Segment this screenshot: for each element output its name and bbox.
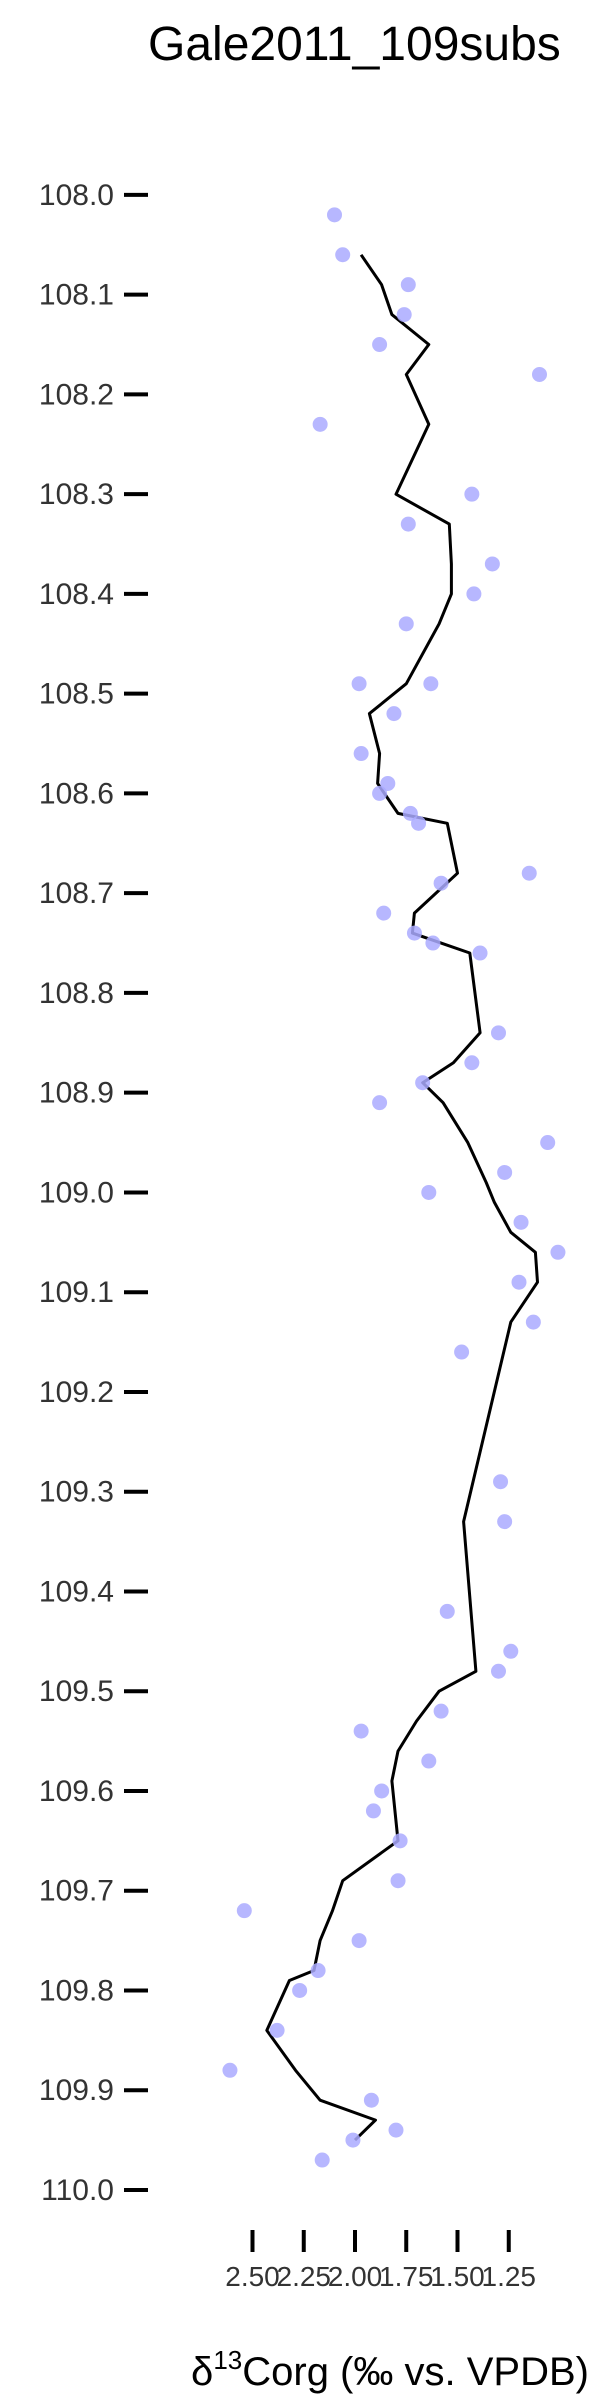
data-point [372,337,387,352]
y-tick-label: 108.8 [39,977,114,1010]
y-tick-label: 109.6 [39,1775,114,1808]
data-point [526,1315,541,1330]
y-tick-label: 108.2 [39,378,114,411]
data-point [354,746,369,761]
data-point [397,307,412,322]
data-point [434,1704,449,1719]
data-point [327,207,342,222]
data-point [345,2133,360,2148]
data-point [374,1783,389,1798]
data-point [550,1245,565,1260]
data-point [464,487,479,502]
data-point [292,1983,307,1998]
y-tick-label: 110.0 [41,2174,114,2207]
data-point [364,2093,379,2108]
series-points-group [222,207,565,2167]
y-tick-label: 108.3 [39,478,114,511]
x-axis: 2.502.252.001.751.501.25 [225,2230,536,2292]
data-point [352,676,367,691]
data-point [464,1055,479,1070]
data-point [440,1604,455,1619]
y-tick-label: 109.2 [39,1376,114,1409]
data-point [514,1215,529,1230]
data-point [493,1474,508,1489]
chart-title: Gale2011_109subs [148,18,561,71]
data-point [372,786,387,801]
x-tick-label: 2.00 [328,2261,383,2292]
data-point [425,936,440,951]
data-point [366,1803,381,1818]
data-point [454,1345,469,1360]
x-axis-title: δ13Corg (‰ vs. VPDB) [191,2345,589,2394]
x-tick-label: 1.25 [482,2261,537,2292]
x-tick-label: 1.50 [430,2261,485,2292]
y-tick-label: 108.9 [39,1077,114,1110]
data-point [540,1135,555,1150]
data-point [512,1275,527,1290]
data-point [415,1075,430,1090]
series-line-group [267,255,538,2140]
y-tick-label: 109.3 [39,1476,114,1509]
y-axis: 108.0 108.1 108.2 108.3 108.4 108.5 108.6 108.7… [39,179,148,2207]
y-tick-label: 109.4 [39,1575,114,1608]
data-point [393,1833,408,1848]
y-tick-label: 108.6 [39,777,114,810]
data-point [372,1095,387,1110]
data-point [497,1165,512,1180]
data-point [503,1644,518,1659]
x-axis-title-rest: Corg (‰ vs. VPDB) [242,2350,589,2394]
y-tick-label: 108.1 [39,279,114,312]
data-point [466,586,481,601]
data-point [473,946,488,961]
y-tick-label: 108.4 [39,578,114,611]
y-tick-label: 108.0 [39,179,114,212]
x-axis-title-superscript: 13 [213,2345,242,2375]
data-point [497,1514,512,1529]
data-point [421,1185,436,1200]
data-point [222,2063,237,2078]
x-tick-label: 2.25 [277,2261,332,2292]
data-point [399,616,414,631]
data-point [335,247,350,262]
data-point [315,2153,330,2168]
data-point [401,517,416,532]
data-point [411,816,426,831]
y-tick-label: 109.9 [39,2074,114,2107]
data-point [522,866,537,881]
data-point [485,556,500,571]
y-tick-label: 108.5 [39,678,114,711]
data-point [352,1933,367,1948]
x-tick-label: 2.50 [225,2261,280,2292]
data-point [491,1025,506,1040]
data-point [532,367,547,382]
y-tick-label: 109.7 [39,1875,114,1908]
y-tick-label: 109.8 [39,1974,114,2007]
data-point [421,1754,436,1769]
data-point [354,1724,369,1739]
data-point [376,906,391,921]
x-axis-title-delta: δ [191,2350,213,2394]
data-point [389,2123,404,2138]
y-tick-label: 109.5 [39,1675,114,1708]
x-tick-label: 1.75 [379,2261,434,2292]
data-point [270,2023,285,2038]
series-line [267,255,538,2140]
data-point [407,926,422,941]
data-point [313,417,328,432]
data-point [237,1903,252,1918]
y-tick-label: 109.0 [39,1176,114,1209]
data-point [311,1963,326,1978]
data-point [491,1664,506,1679]
data-point [434,876,449,891]
y-tick-label: 109.1 [39,1276,114,1309]
data-point [391,1873,406,1888]
data-point [401,277,416,292]
data-point [386,706,401,721]
data-point [423,676,438,691]
y-tick-label: 108.7 [39,877,114,910]
